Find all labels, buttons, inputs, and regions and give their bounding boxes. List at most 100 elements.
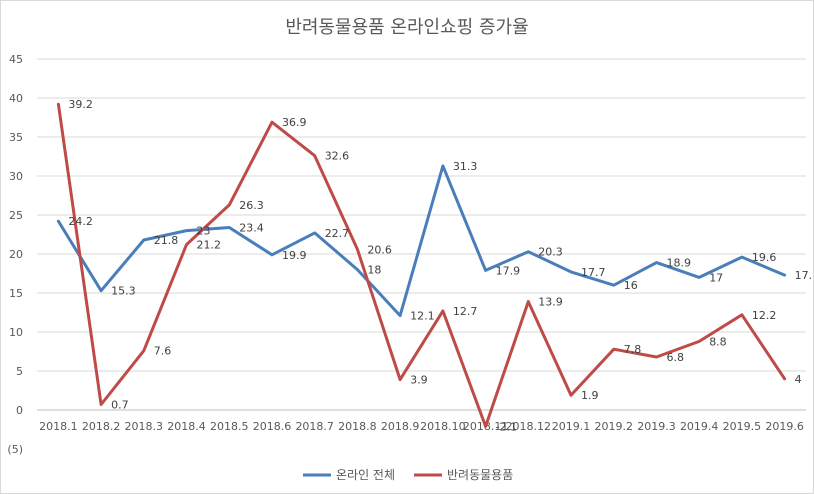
x-tick-label: 2018.6 [253, 420, 292, 433]
data-point [784, 274, 786, 276]
legend: 온라인 전체 반려동물용품 [303, 468, 513, 482]
data-label: 1.9 [581, 389, 599, 402]
data-label: -2.1 [496, 420, 517, 433]
data-point [356, 269, 358, 271]
data-label: 20.3 [538, 246, 563, 259]
data-point [442, 310, 444, 312]
data-point [186, 244, 188, 246]
data-point [100, 290, 102, 292]
data-label: 22.7 [325, 227, 350, 240]
series-lines [56, 102, 787, 428]
data-point [57, 103, 59, 105]
data-point [100, 404, 102, 406]
x-tick-label: 2019.5 [723, 420, 762, 433]
series-line-2 [56, 102, 787, 428]
series-line-1 [56, 164, 787, 318]
data-point [314, 232, 316, 234]
data-label: 18.9 [666, 257, 691, 270]
data-point [228, 204, 230, 206]
data-point [698, 276, 700, 278]
data-point [613, 348, 615, 350]
data-point [314, 155, 316, 157]
y-tick-label: 35 [9, 131, 23, 144]
data-point [741, 314, 743, 316]
legend-label: 반려동물용품 [447, 468, 513, 482]
data-point [570, 271, 572, 273]
x-tick-label: 2018.3 [125, 420, 164, 433]
data-label: 39.2 [68, 98, 93, 111]
data-label: 0.7 [111, 399, 129, 412]
data-label: 3.9 [410, 374, 428, 387]
data-point [784, 378, 786, 380]
y-tick-label: 0 [16, 404, 23, 417]
x-tick-label: 2018.4 [167, 420, 206, 433]
data-label: 12.1 [410, 310, 435, 323]
data-point [655, 262, 657, 264]
data-label: 15.3 [111, 285, 136, 298]
y-tick-label: (5) [7, 443, 23, 456]
data-label: 21.2 [197, 239, 222, 252]
x-tick-label: 2018.9 [381, 420, 420, 433]
x-tick-label: 2018.5 [210, 420, 249, 433]
x-tick-label: 2018.8 [338, 420, 377, 433]
data-point [57, 220, 59, 222]
data-point [143, 350, 145, 352]
data-label: 17 [709, 271, 723, 284]
chart-title: 반려동물용품 온라인쇼핑 증가율 [285, 17, 528, 38]
y-tick-label: 10 [9, 326, 23, 339]
data-label: 23.4 [239, 221, 264, 234]
data-labels: 24.2 15.3 21.8 23 23.4 19.9 22.7 18 12.1 31.3 17.9… [68, 98, 813, 433]
x-tick-label: 2018.7 [295, 420, 334, 433]
y-tick-label: 30 [9, 170, 23, 183]
data-point [698, 340, 700, 342]
y-tick-label: 45 [9, 53, 23, 66]
data-point [527, 251, 529, 253]
data-label: 18 [367, 264, 381, 277]
data-point [741, 256, 743, 258]
data-label: 13.9 [538, 296, 563, 309]
data-label: 21.8 [154, 234, 179, 247]
data-label: 16 [624, 279, 638, 292]
data-label: 24.2 [68, 215, 93, 228]
data-point [527, 301, 529, 303]
x-tick-label: 2019.6 [765, 420, 804, 433]
x-tick-label: 2019.2 [595, 420, 634, 433]
data-label: 8.8 [709, 335, 727, 348]
x-tick-label: 2019.3 [637, 420, 676, 433]
x-tick-label: 2018.2 [82, 420, 121, 433]
data-label: 7.8 [624, 343, 642, 356]
data-point [186, 230, 188, 232]
data-label: 19.9 [282, 249, 307, 262]
data-point [442, 165, 444, 167]
data-label: 12.2 [752, 309, 777, 322]
data-label: 19.6 [752, 251, 777, 264]
data-label: 12.7 [453, 305, 478, 318]
data-point [570, 394, 572, 396]
y-tick-label: 25 [9, 209, 23, 222]
x-tick-label: 2018.12 [506, 420, 552, 433]
data-point [655, 356, 657, 358]
data-point [271, 254, 273, 256]
data-label: 17.3 [795, 269, 813, 282]
data-point [399, 315, 401, 317]
x-axis-ticks: 2018.1 2018.2 2018.3 2018.4 2018.5 2018.6 2018… [39, 420, 804, 433]
y-tick-label: 40 [9, 92, 23, 105]
x-tick-label: 2019.1 [552, 420, 591, 433]
data-label: 4 [795, 373, 802, 386]
data-label: 23 [197, 225, 211, 238]
data-label: 6.8 [666, 351, 684, 364]
gridlines [37, 58, 806, 411]
x-tick-label: 2019.4 [680, 420, 719, 433]
data-point [399, 379, 401, 381]
y-tick-label: 5 [16, 365, 23, 378]
data-label: 17.7 [581, 266, 606, 279]
x-tick-label: 2018.10 [420, 420, 466, 433]
data-label: 17.9 [496, 264, 521, 277]
data-label: 20.6 [367, 243, 392, 256]
y-tick-label: 15 [9, 287, 23, 300]
legend-label: 온라인 전체 [336, 468, 395, 482]
y-tick-label: 20 [9, 248, 23, 261]
data-point [228, 226, 230, 228]
data-point [143, 239, 145, 241]
